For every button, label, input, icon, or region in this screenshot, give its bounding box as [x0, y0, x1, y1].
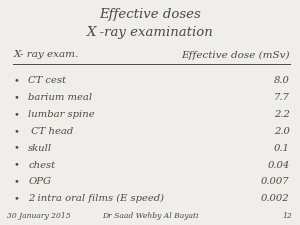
- Text: CT cest: CT cest: [28, 76, 66, 85]
- Text: 12: 12: [283, 211, 293, 219]
- Text: OPG: OPG: [28, 177, 51, 186]
- Text: Dr Saad Wehby Al Bayati: Dr Saad Wehby Al Bayati: [102, 211, 198, 219]
- Text: 0.007: 0.007: [261, 177, 290, 186]
- Text: 2 intra oral films (E speed): 2 intra oral films (E speed): [28, 194, 164, 202]
- Text: •: •: [13, 93, 19, 102]
- Text: X -ray examination: X -ray examination: [87, 26, 213, 39]
- Text: lumbar spine: lumbar spine: [28, 109, 95, 118]
- Text: CT head: CT head: [28, 126, 74, 135]
- Text: chest: chest: [28, 160, 55, 169]
- Text: •: •: [13, 109, 19, 118]
- Text: Effective dose (mSv): Effective dose (mSv): [181, 50, 290, 59]
- Text: 30 January 2015: 30 January 2015: [7, 211, 71, 219]
- Text: 2.2: 2.2: [274, 109, 290, 118]
- Text: •: •: [13, 194, 19, 202]
- Text: 0.002: 0.002: [261, 194, 290, 202]
- Text: •: •: [13, 177, 19, 186]
- Text: Effective doses: Effective doses: [99, 8, 201, 21]
- Text: 7.7: 7.7: [274, 93, 290, 102]
- Text: 0.1: 0.1: [274, 143, 290, 152]
- Text: 2.0: 2.0: [274, 126, 290, 135]
- Text: •: •: [13, 126, 19, 135]
- Text: skull: skull: [28, 143, 52, 152]
- Text: 8.0: 8.0: [274, 76, 290, 85]
- Text: 0.04: 0.04: [267, 160, 290, 169]
- Text: barium meal: barium meal: [28, 93, 92, 102]
- Text: •: •: [13, 76, 19, 85]
- Text: •: •: [13, 143, 19, 152]
- Text: X- ray exam.: X- ray exam.: [13, 50, 79, 59]
- Text: •: •: [13, 160, 19, 169]
